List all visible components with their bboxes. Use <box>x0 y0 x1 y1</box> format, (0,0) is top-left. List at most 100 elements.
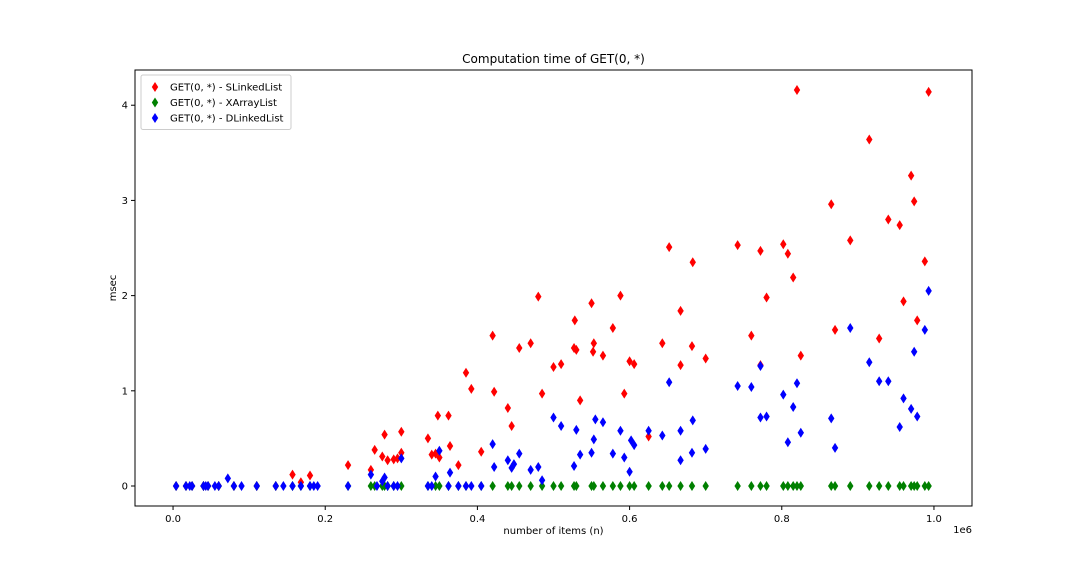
data-point <box>630 440 638 451</box>
data-point <box>253 481 260 492</box>
data-point <box>659 338 666 349</box>
data-point <box>630 481 638 492</box>
series-1 <box>172 481 932 492</box>
data-point <box>763 292 770 303</box>
data-point <box>297 481 305 492</box>
data-point <box>688 447 696 458</box>
data-point <box>436 445 443 456</box>
data-point <box>398 447 405 458</box>
data-point <box>885 481 892 492</box>
data-point <box>398 481 405 492</box>
data-point <box>793 378 801 389</box>
data-point <box>573 481 580 492</box>
data-point <box>436 481 443 492</box>
data-point <box>504 481 512 492</box>
data-point <box>424 481 432 492</box>
data-point <box>925 481 932 492</box>
data-point <box>390 481 397 492</box>
data-point <box>576 449 584 460</box>
data-point <box>289 469 296 480</box>
data-point <box>306 470 314 481</box>
data-point <box>230 481 238 492</box>
data-point <box>831 324 839 335</box>
data-point <box>550 481 557 492</box>
y-axis-label: msec <box>108 275 119 302</box>
data-point <box>289 481 296 492</box>
data-point <box>527 338 534 349</box>
x-tick-label: 0.0 <box>165 514 181 525</box>
data-point <box>516 448 523 459</box>
data-point <box>599 350 607 361</box>
data-point <box>590 434 598 445</box>
legend-entry: GET(0, *) - DLinkedList <box>170 114 284 125</box>
data-point <box>272 481 279 492</box>
data-point <box>510 459 518 470</box>
data-point <box>914 315 921 326</box>
data-point <box>204 481 212 492</box>
data-point <box>748 330 755 341</box>
data-point <box>789 272 797 283</box>
data-point <box>665 377 673 388</box>
data-point <box>504 455 512 466</box>
data-point <box>384 455 391 466</box>
data-point <box>468 481 475 492</box>
data-point <box>445 481 452 492</box>
data-point <box>780 239 787 250</box>
data-point <box>557 481 565 492</box>
data-point <box>910 196 918 207</box>
data-point <box>688 341 696 352</box>
data-point <box>896 421 903 432</box>
data-point <box>797 427 804 438</box>
x-tick-label: 0.2 <box>317 514 333 525</box>
data-point <box>588 298 595 309</box>
data-point <box>504 402 512 413</box>
data-point <box>659 430 666 441</box>
data-point <box>394 481 401 492</box>
data-point <box>677 360 684 371</box>
data-point <box>677 305 684 316</box>
data-point <box>478 446 485 457</box>
data-point <box>394 453 401 464</box>
data-point <box>757 245 764 256</box>
data-point <box>599 417 607 428</box>
data-point <box>489 481 496 492</box>
data-point <box>645 431 652 442</box>
data-point <box>866 357 873 368</box>
data-point <box>875 333 883 344</box>
data-point <box>896 220 903 231</box>
data-point <box>535 461 542 472</box>
data-point <box>446 441 454 452</box>
data-point <box>445 410 452 421</box>
data-point <box>508 481 515 492</box>
x-axis-offset-label: 1e6 <box>953 525 972 536</box>
data-point <box>900 296 907 307</box>
data-point <box>468 383 475 394</box>
data-point <box>914 411 921 422</box>
data-point <box>757 361 764 372</box>
data-point <box>866 134 873 145</box>
data-point <box>797 350 804 361</box>
data-point <box>831 442 839 453</box>
data-point <box>538 475 546 486</box>
axes-frame <box>134 69 973 507</box>
y-tick-label: 4 <box>122 101 128 112</box>
y-tick-label: 0 <box>122 482 128 493</box>
data-point <box>455 460 462 471</box>
data-point <box>516 481 523 492</box>
data-point <box>609 448 617 459</box>
data-point <box>182 481 190 492</box>
data-point <box>748 382 755 393</box>
data-point <box>527 481 534 492</box>
data-point <box>828 481 835 492</box>
legend-marker <box>151 97 159 108</box>
data-point <box>535 291 542 302</box>
data-point <box>344 460 352 471</box>
data-point <box>921 256 929 267</box>
data-point <box>573 424 580 435</box>
data-point <box>659 481 666 492</box>
data-point <box>211 481 219 492</box>
data-point <box>172 481 180 492</box>
data-points <box>172 84 932 492</box>
data-point <box>462 367 470 378</box>
data-point <box>885 214 892 225</box>
